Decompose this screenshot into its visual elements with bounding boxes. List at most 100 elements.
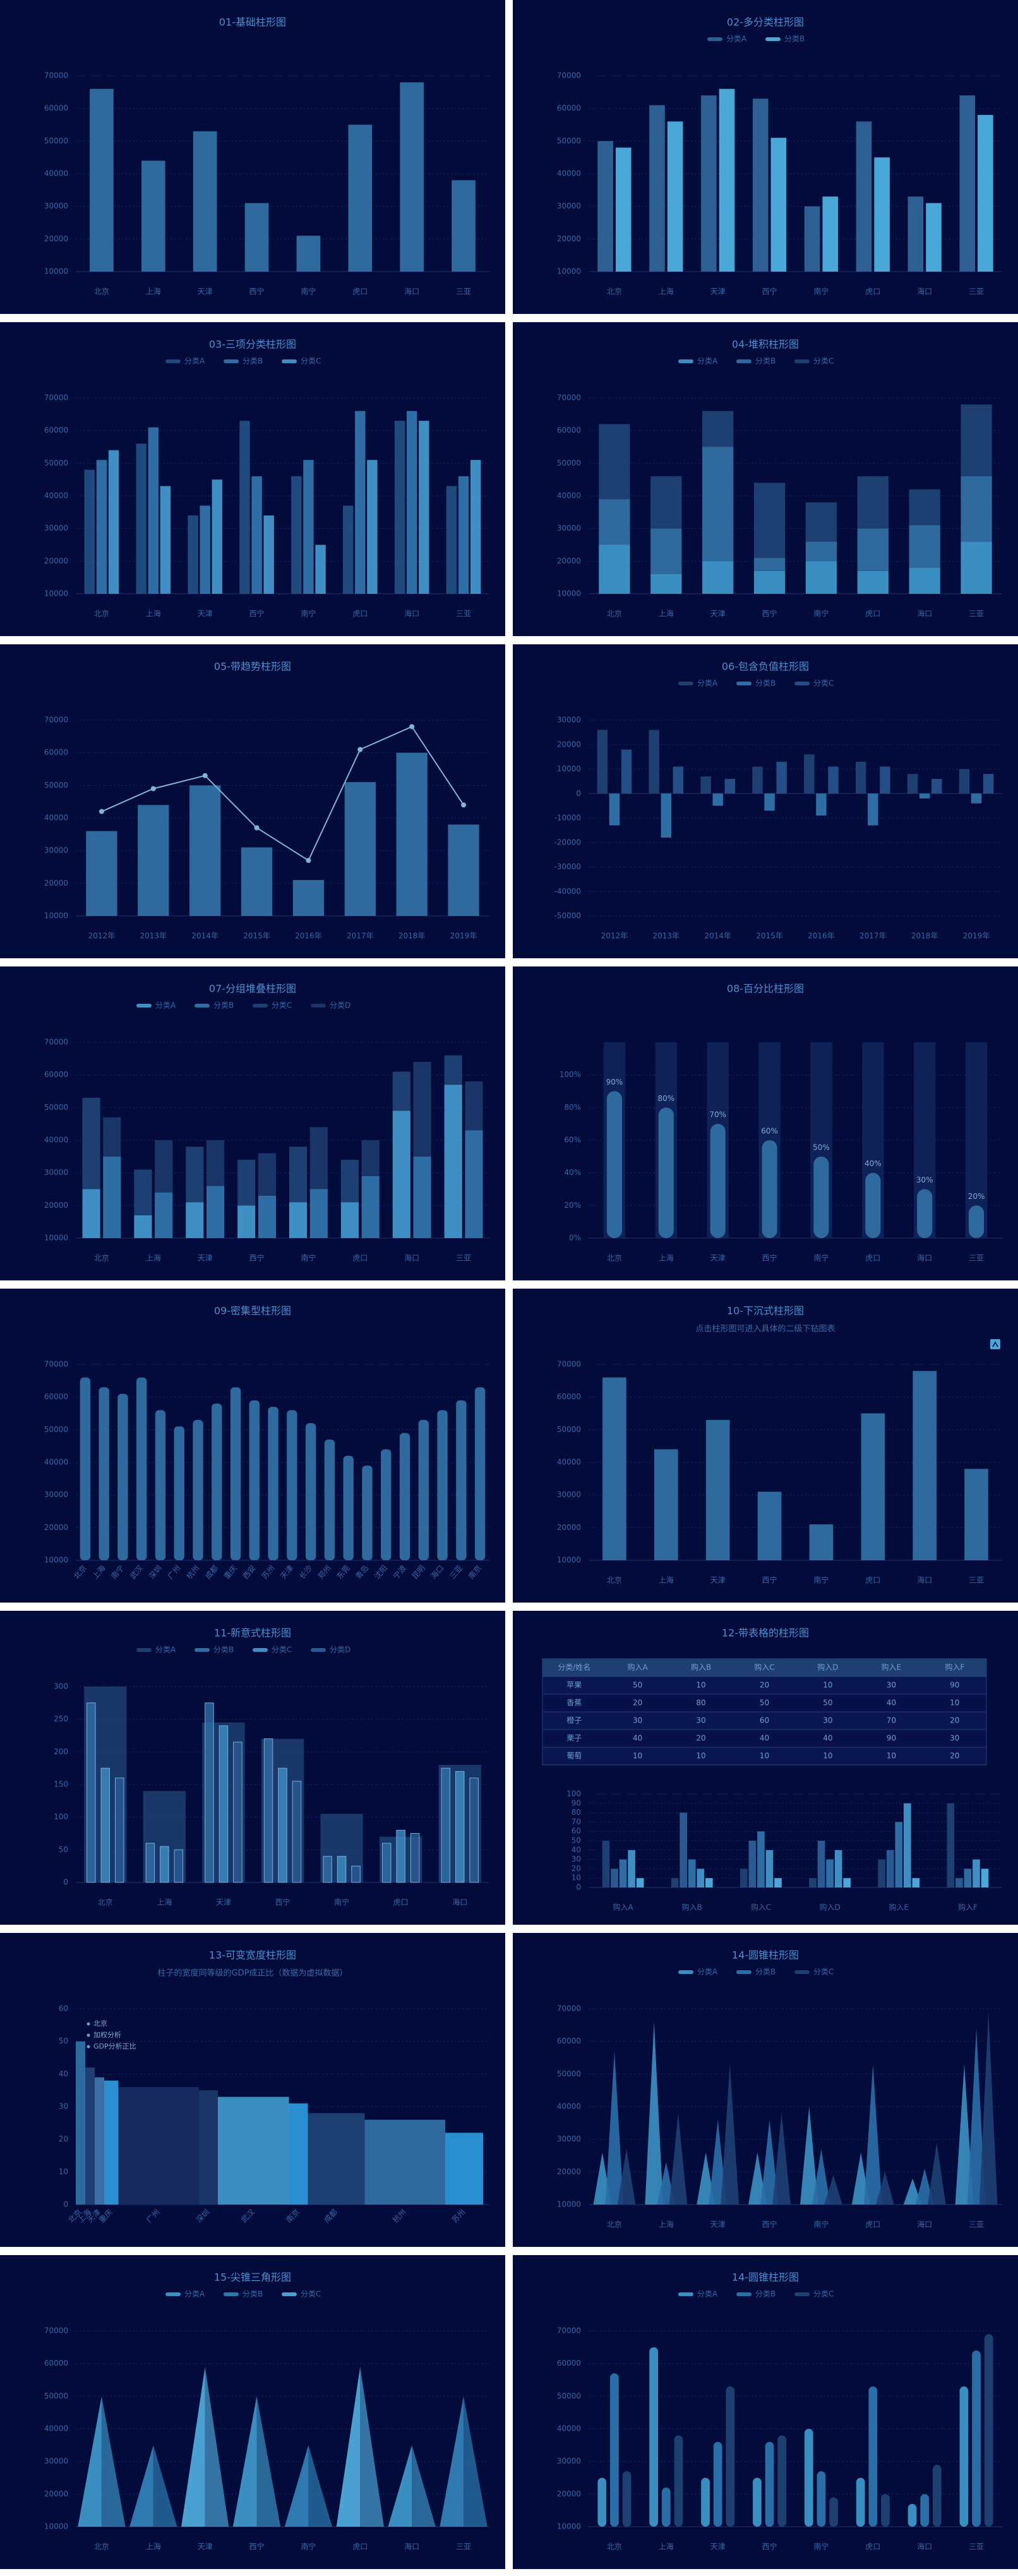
- bar: [291, 476, 302, 594]
- bar[interactable]: [913, 1371, 937, 1560]
- y-tick-label: 30000: [557, 2457, 581, 2465]
- bar: [367, 460, 378, 594]
- bar: [764, 793, 775, 811]
- bar: [650, 528, 682, 574]
- bar: [713, 2441, 722, 2527]
- x-tick-label: 海口: [404, 1253, 419, 1263]
- chart-title: 15-尖锥三角形图: [214, 2272, 291, 2284]
- bar: [115, 1778, 124, 1883]
- y-tick-label: 70000: [44, 394, 68, 402]
- chart-panel: 07-分组堆叠柱形图 10000 20000 30000 40000 50000 60000…: [0, 966, 505, 1280]
- chart-panel: 05-带趋势柱形图 10000 20000 30000 40000 50000 60000 7…: [0, 644, 505, 958]
- bar: [212, 479, 223, 594]
- y-tick-label: 70000: [557, 1360, 581, 1369]
- x-tick-label: 上海: [659, 2542, 674, 2551]
- bar: [452, 180, 476, 272]
- table-cell: 90: [887, 1734, 896, 1743]
- bar: [441, 1767, 450, 1883]
- bar: [602, 1841, 610, 1887]
- bar: [474, 1387, 486, 1560]
- x-tick-label: 上海: [146, 1253, 161, 1263]
- table-cell: 20: [950, 1752, 959, 1760]
- bar: [813, 1156, 829, 1238]
- bar: [364, 2119, 445, 2205]
- y-tick-label: 60000: [44, 426, 68, 435]
- x-tick-label: 海口: [404, 287, 419, 296]
- legend-label: 分类D: [330, 1646, 350, 1654]
- bar: [912, 1878, 920, 1887]
- drill-button[interactable]: [990, 1339, 1000, 1349]
- bar: [776, 761, 787, 794]
- bar: [931, 779, 942, 794]
- y-tick-label: 200: [54, 1747, 68, 1756]
- x-tick-label: 2019年: [450, 932, 477, 941]
- y-tick-label: 10000: [44, 267, 68, 276]
- cone: [876, 2172, 894, 2205]
- bar[interactable]: [654, 1449, 678, 1560]
- legend-label: 分类D: [330, 1001, 350, 1010]
- x-tick-label: 海口: [404, 2542, 419, 2551]
- table-cell: 30: [950, 1734, 959, 1743]
- bar: [381, 1843, 392, 1883]
- bar: [680, 1812, 688, 1887]
- table-header-cell: 购入B: [691, 1663, 711, 1672]
- bar[interactable]: [602, 1377, 626, 1560]
- note-text: 北京: [93, 2019, 107, 2028]
- bar[interactable]: [757, 1491, 782, 1561]
- x-tick-label: 西宁: [762, 1253, 777, 1263]
- x-tick-label: 2018年: [398, 932, 426, 941]
- x-tick-label: 天津: [710, 610, 726, 618]
- legend-label: 分类A: [184, 357, 205, 366]
- bar: [446, 486, 457, 594]
- table-row: [542, 1729, 987, 1748]
- bar: [700, 776, 711, 794]
- bar: [289, 2103, 308, 2205]
- y-tick-label: 50000: [44, 459, 68, 467]
- bar: [134, 1169, 152, 1215]
- y-tick-label: 20%: [564, 1201, 581, 1210]
- bar: [964, 1869, 972, 1887]
- bar: [82, 1189, 100, 1238]
- y-tick-label: 20000: [44, 1201, 68, 1210]
- bar[interactable]: [861, 1413, 885, 1561]
- x-tick-label: 2018年: [911, 932, 938, 941]
- bar: [400, 82, 424, 272]
- bar: [757, 1831, 765, 1887]
- bar[interactable]: [809, 1524, 834, 1560]
- bar[interactable]: [964, 1469, 988, 1560]
- bar: [765, 2441, 774, 2527]
- x-tick-label: 虎口: [865, 287, 880, 296]
- bar: [671, 1878, 679, 1887]
- y-tick-label: 50: [59, 1845, 68, 1854]
- bar: [206, 1140, 225, 1186]
- bar: [189, 785, 221, 916]
- bar: [103, 1117, 121, 1157]
- x-tick-label: 西宁: [249, 2542, 265, 2551]
- bar: [80, 1377, 91, 1560]
- value-label: 90%: [606, 1078, 623, 1086]
- bar: [134, 1215, 152, 1238]
- triangle-left: [129, 2445, 153, 2527]
- y-tick-label: 30000: [44, 524, 68, 533]
- y-tick-label: 30000: [557, 1490, 581, 1499]
- y-tick-label: 20000: [557, 234, 581, 243]
- table-cell: 20: [760, 1681, 769, 1690]
- bar: [880, 766, 890, 794]
- x-tick-label: 天津: [710, 2543, 726, 2551]
- legend-swatch: [136, 1648, 152, 1652]
- bar-track: [965, 1042, 988, 1238]
- x-tick-label: 南宁: [301, 287, 316, 296]
- bar: [752, 766, 763, 794]
- y-tick-label: 30000: [557, 2134, 581, 2143]
- bar: [82, 1097, 100, 1189]
- bar: [599, 499, 630, 545]
- bar[interactable]: [705, 1419, 730, 1560]
- bar: [90, 88, 114, 272]
- bar: [774, 1878, 782, 1887]
- bar: [597, 141, 613, 272]
- bar: [881, 2494, 890, 2527]
- bar: [599, 424, 630, 500]
- cone: [800, 2107, 818, 2205]
- bar: [268, 1407, 278, 1560]
- table-header-cell: 购入A: [628, 1663, 649, 1672]
